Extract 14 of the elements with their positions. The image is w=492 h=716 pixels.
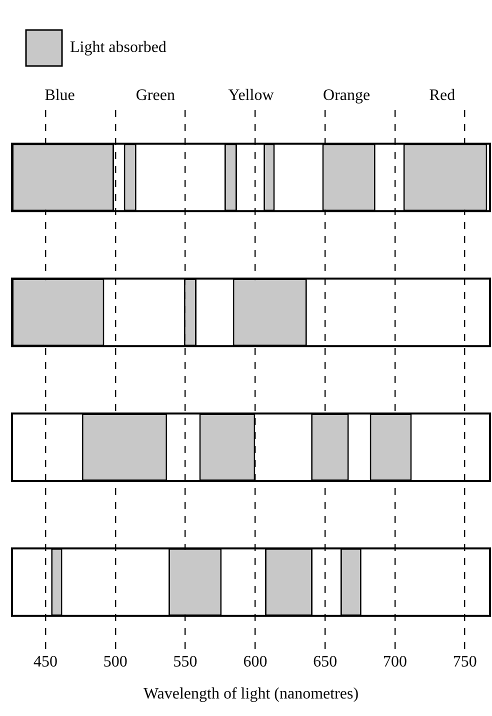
text: Orange (323, 87, 370, 104)
x-tick-label: 650 (313, 653, 338, 670)
text: Blue (44, 87, 75, 104)
x-tick-label: 750 (452, 653, 477, 670)
x-axis-title: Wavelength of light (nanometres) (143, 686, 359, 703)
x-tick-label: 450 (34, 653, 58, 670)
x-tick-label: 500 (103, 653, 128, 670)
legend-label: Light absorbed (70, 39, 166, 56)
x-tick-label: 700 (382, 653, 407, 670)
text: Yellow (228, 87, 274, 104)
text: Green (136, 87, 175, 104)
text: Red (429, 87, 456, 104)
x-tick-label: 600 (243, 653, 268, 670)
x-tick-label: 550 (173, 653, 198, 670)
